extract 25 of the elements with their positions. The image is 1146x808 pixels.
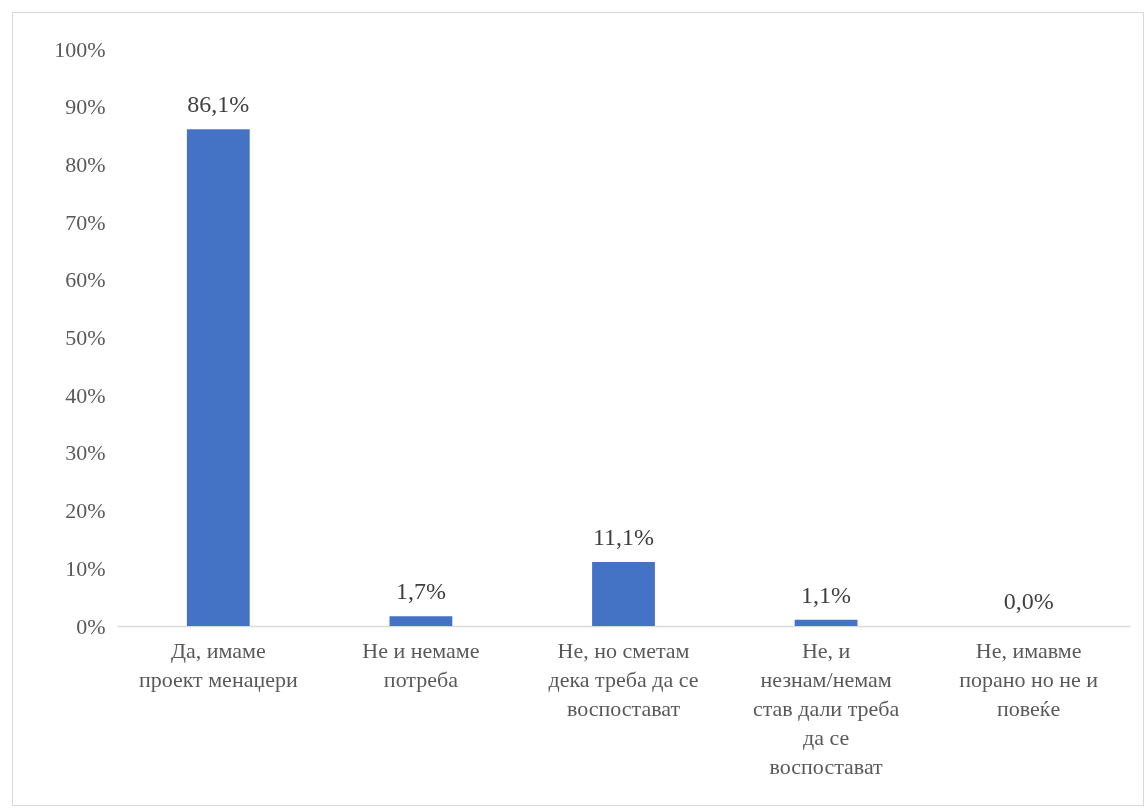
data-label: 86,1% bbox=[187, 91, 250, 118]
y-tick-label: 10% bbox=[65, 555, 106, 581]
y-tick-label: 20% bbox=[65, 498, 106, 524]
y-tick-label: 40% bbox=[65, 382, 106, 408]
data-label: 1,7% bbox=[395, 578, 446, 605]
x-tick-label: Да, имаме проект менаџери bbox=[138, 637, 298, 692]
y-tick-label: 90% bbox=[65, 94, 106, 120]
y-tick-label: 50% bbox=[65, 325, 106, 350]
bar bbox=[389, 616, 453, 626]
y-tick-label: 60% bbox=[65, 267, 106, 293]
y-tick-label: 0% bbox=[76, 613, 106, 639]
bar bbox=[794, 619, 858, 626]
x-tick-label: Не, но сметам дека треба да се воспостават bbox=[548, 637, 699, 721]
y-tick-label: 70% bbox=[65, 209, 106, 235]
x-tick-label: Не, имавме порано но не и повеќе bbox=[959, 637, 1099, 721]
data-label: 0,0% bbox=[1003, 588, 1054, 614]
x-tick-label: Не, и незнам/немам став дали треба да се воспостават bbox=[752, 637, 900, 779]
bar bbox=[592, 561, 655, 626]
y-tick-label: 80% bbox=[65, 151, 106, 177]
data-label: 1,1% bbox=[801, 581, 852, 608]
bar bbox=[186, 129, 250, 626]
data-label: 11,1% bbox=[592, 523, 655, 550]
y-tick-label: 100% bbox=[54, 36, 106, 62]
y-tick-label: 30% bbox=[65, 440, 106, 466]
x-tick-label: Не и немаме потреба bbox=[362, 637, 480, 692]
